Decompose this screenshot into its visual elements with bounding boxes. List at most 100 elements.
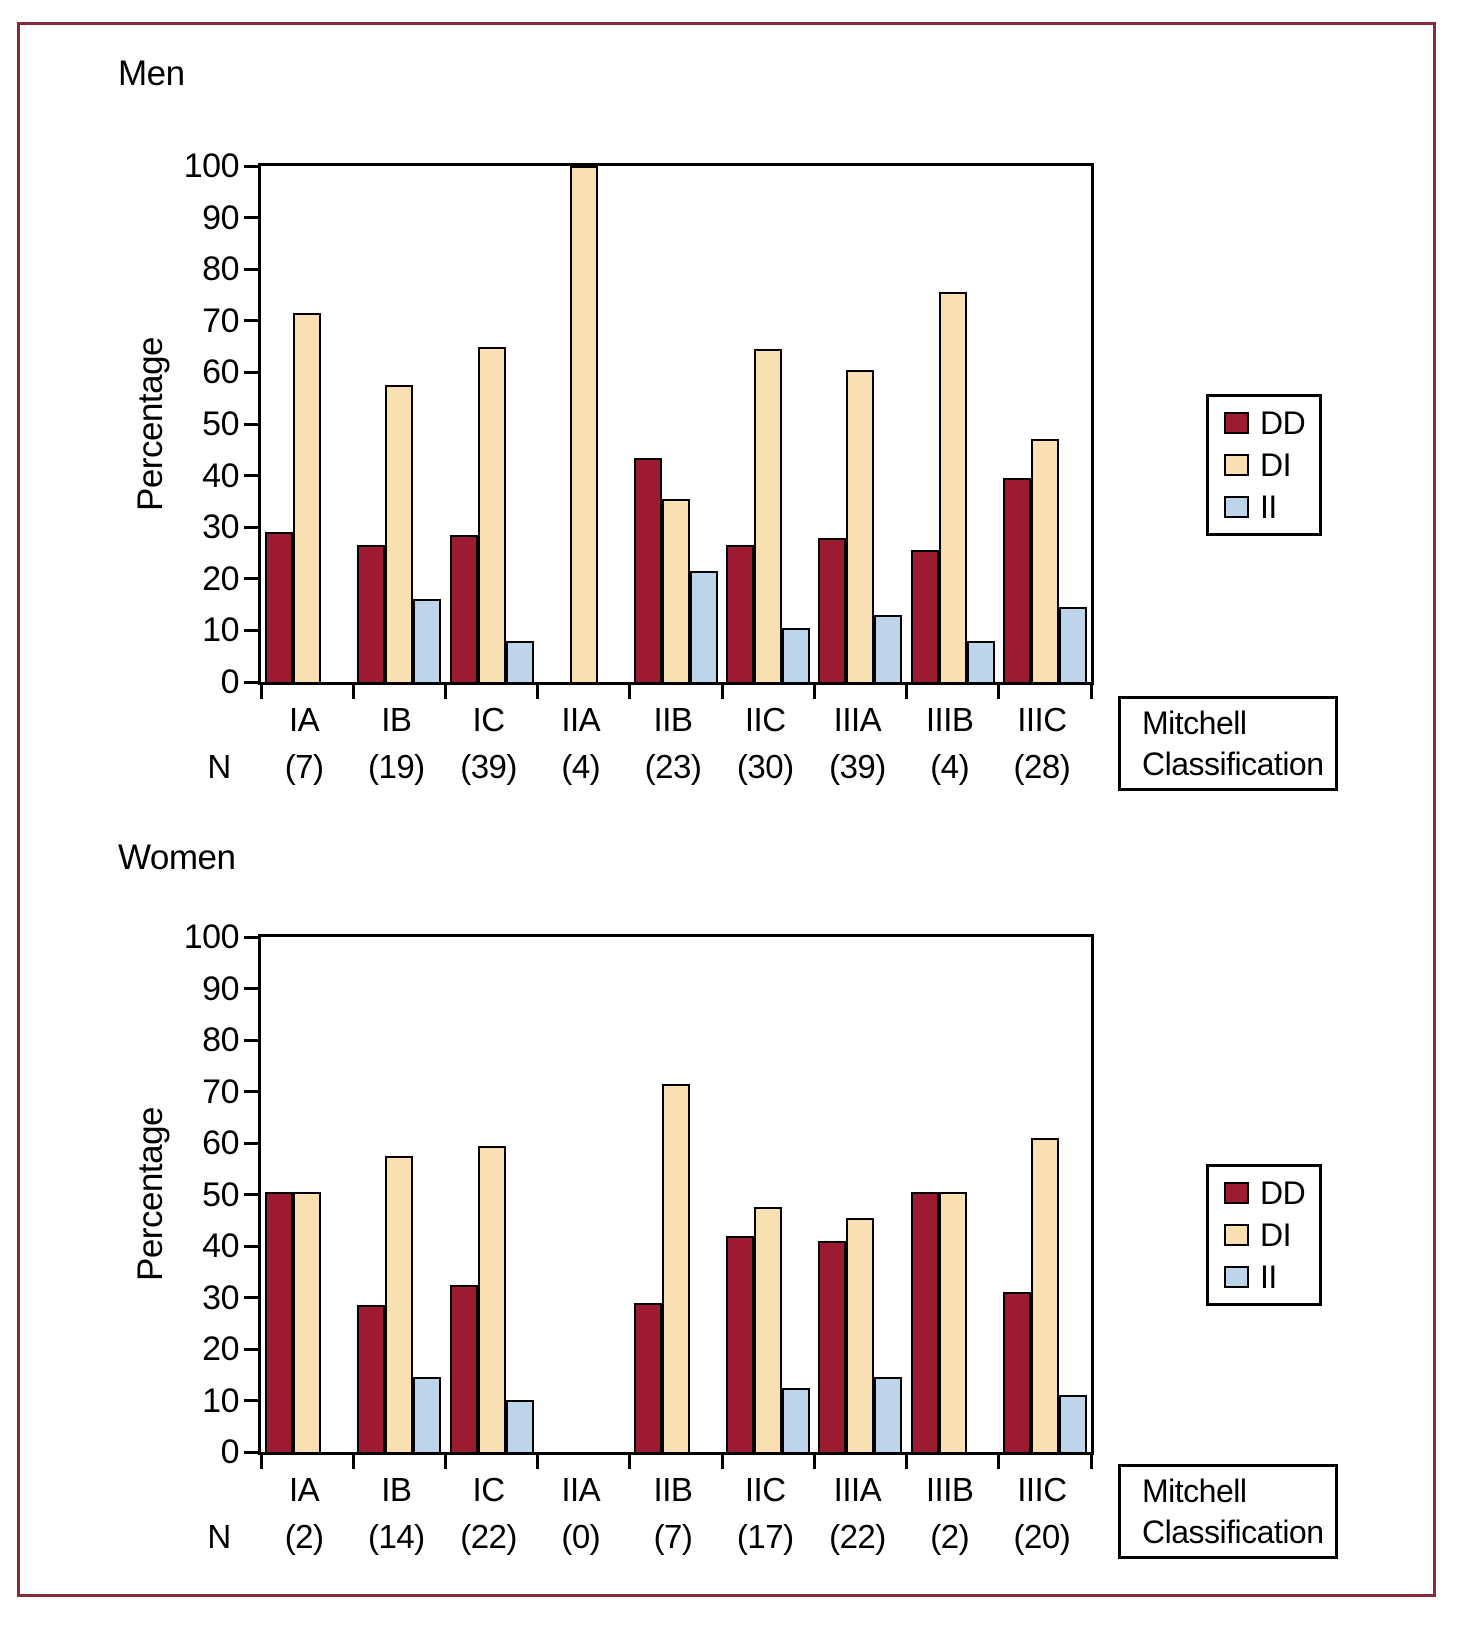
x-category-label: IA (289, 1471, 320, 1508)
y-axis-tick (244, 1347, 259, 1351)
y-axis-tick-label: 40 (202, 1227, 239, 1265)
bar-iic-ii (782, 628, 811, 682)
y-axis-tick (244, 216, 259, 220)
y-axis-tick-label: 30 (202, 1278, 239, 1317)
bar-ic-ii (505, 641, 534, 682)
y-axis-tick (244, 1193, 259, 1196)
x-axis-title-box: Mitchell Classification (1118, 1464, 1338, 1559)
dd-swatch (1224, 1182, 1249, 1204)
bar-ic-di (477, 1146, 506, 1452)
y-axis-tick-label: 90 (202, 969, 239, 1008)
y-axis-tick-label: 70 (202, 1072, 239, 1111)
plot-area: 0 10 20 30 40 50 60 70 80 90 100 (184, 918, 1094, 1471)
x-category-label: IA (289, 701, 320, 738)
x-count-label: (19) (367, 748, 425, 785)
y-axis-tick (244, 680, 259, 684)
y-axis-tick-label: 100 (183, 147, 240, 185)
x-axis-tick (905, 1454, 909, 1469)
y-axis-tick-label: 20 (202, 1330, 239, 1368)
x-category-label: IC (472, 701, 506, 738)
x-count-label: (4) (930, 748, 970, 785)
bar-iib-di (662, 1084, 690, 1452)
chart-title-men: Men (118, 54, 185, 93)
x-category-label: IIIC (1017, 1471, 1067, 1508)
x-count-label: (22) (460, 1518, 517, 1555)
ii-swatch (1224, 496, 1249, 518)
y-axis-tick (244, 164, 259, 168)
bar-ib-ii (413, 1377, 442, 1452)
legend-entry-di: DI (1224, 449, 1319, 481)
x-axis-title-line1: Mitchell (1142, 1472, 1247, 1509)
y-axis-tick-label: 70 (202, 301, 239, 340)
legend-label: II (1260, 489, 1277, 525)
x-axis-tick (443, 684, 447, 699)
y-axis-tick (244, 1141, 259, 1145)
y-axis-tick (244, 1244, 259, 1248)
y-axis-tick-label: 50 (202, 1175, 239, 1214)
bar-ia-dd (265, 1192, 294, 1452)
bar-iiic-di (1030, 439, 1059, 682)
bar-ic-dd (449, 1285, 478, 1452)
legend-entry-dd: DD (1224, 1177, 1319, 1209)
x-count-label: (7) (284, 748, 324, 785)
y-axis-tick (244, 1399, 259, 1402)
bar-ia-di (293, 1192, 322, 1452)
di-swatch (1224, 1224, 1249, 1246)
bar-iiic-dd (1002, 478, 1031, 682)
bar-iiia-ii (874, 1377, 903, 1452)
y-axis-tick-label: 100 (183, 918, 240, 956)
bar-iiic-ii (1058, 1395, 1087, 1452)
y-axis-tick-label: 60 (202, 1124, 239, 1162)
legend: DD DI II (1206, 394, 1322, 536)
y-axis-tick (244, 1296, 259, 1299)
bar-iic-dd (726, 1236, 755, 1452)
legend-entry-di: DI (1224, 1219, 1319, 1251)
x-count-label: (30) (736, 748, 794, 785)
n-prefix-label: N (207, 1518, 231, 1555)
bar-series (261, 937, 1091, 1452)
x-count-label: (0) (561, 1518, 601, 1555)
y-axis-tick-label: 60 (202, 353, 239, 392)
legend-label: DI (1260, 1217, 1292, 1253)
y-axis-tick (244, 987, 259, 990)
bar-ic-dd (449, 535, 478, 682)
x-axis-title-box: Mitchell Classification (1118, 696, 1338, 791)
bar-iiib-di (938, 1192, 967, 1452)
bar-iiic-dd (1002, 1292, 1031, 1452)
bar-ia-di (293, 313, 322, 682)
x-category-label: IIC (744, 701, 786, 738)
y-axis-tick (244, 267, 259, 271)
x-axis-title-line2: Classification (1142, 1513, 1324, 1550)
x-count-labels: (2) (14) (22) (0) (7) (17) (22) (2) (20) (258, 1517, 1094, 1557)
x-axis-tick (536, 684, 540, 699)
x-category-labels: IA IB IC IIA IIB IIC IIIA IIIB IIIC (258, 1470, 1094, 1510)
bar-iiib-dd (910, 1192, 939, 1452)
bar-iib-ii (690, 571, 718, 682)
x-axis-tick (997, 684, 1001, 699)
y-axis-tick-label: 0 (220, 663, 240, 701)
bar-ic-ii (505, 1400, 534, 1452)
x-axis-tick (628, 1454, 632, 1469)
x-category-label: IIB (653, 701, 693, 738)
bar-ib-di (385, 385, 414, 682)
x-axis-tick (1089, 1454, 1093, 1469)
y-axis-tick (244, 474, 259, 478)
y-axis: 0 10 20 30 40 50 60 70 80 90 100 (184, 147, 1091, 701)
x-axis-tick (443, 1454, 447, 1469)
legend-entry-ii: II (1224, 1261, 1319, 1293)
bar-iiia-di (846, 1218, 875, 1452)
y-axis-tick (244, 370, 259, 374)
y-axis-tick (244, 422, 259, 426)
legend-entry-ii: II (1224, 491, 1319, 523)
x-category-label: IB (381, 1471, 412, 1508)
x-category-label: IIIA (833, 701, 882, 738)
x-axis-tick (628, 684, 632, 699)
bar-iiia-di (846, 370, 875, 682)
x-category-label: IIIC (1017, 701, 1067, 738)
bar-iiic-ii (1058, 607, 1087, 682)
x-axis-tick (997, 1454, 1001, 1469)
bar-iic-ii (782, 1388, 811, 1452)
x-count-label: (2) (930, 1518, 970, 1555)
